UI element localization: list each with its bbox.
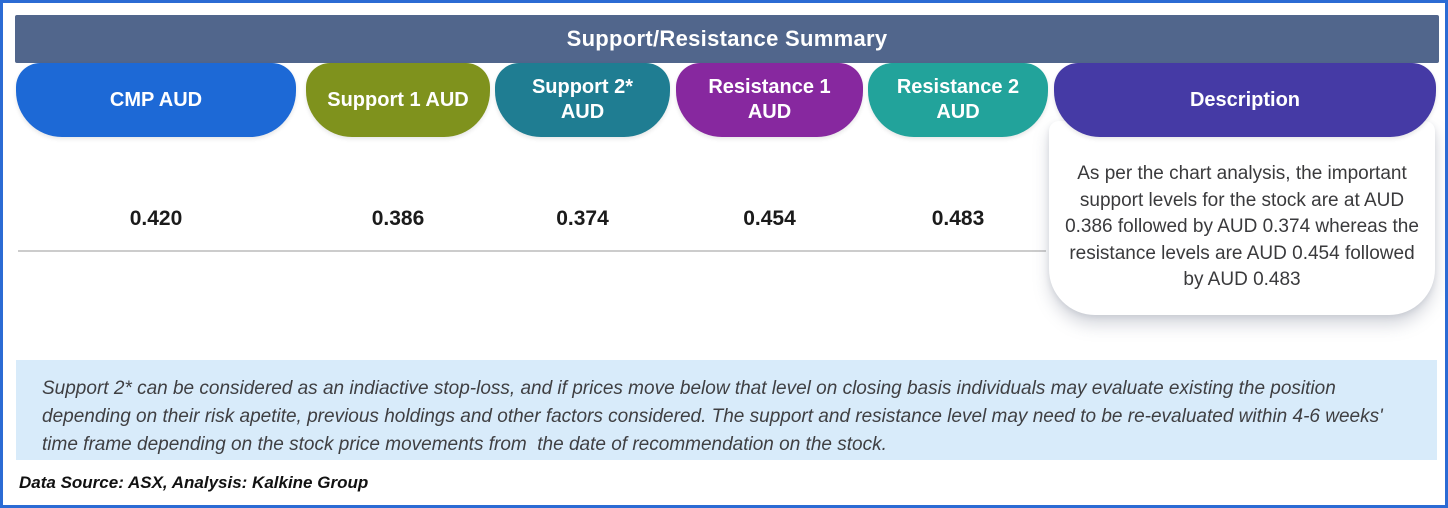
table-title: Support/Resistance Summary <box>566 26 888 51</box>
column-header-cmp: CMP AUD <box>16 63 296 137</box>
value-cell-cmp: 0.420 <box>129 207 183 230</box>
column-header-label: Resistance 2 AUD <box>896 76 1020 123</box>
footnote-text: Support 2* can be considered as an india… <box>42 378 1389 455</box>
column-header-support1: Support 1 AUD <box>306 63 490 137</box>
column-header-label: Support 1 AUD <box>327 88 469 111</box>
description-text: As per the chart analysis, the important… <box>1065 163 1419 290</box>
column-header-label: Resistance 1 AUD <box>708 76 831 123</box>
column-header-label: Support 2* AUD <box>531 76 634 123</box>
column-header-resistance2: Resistance 2 AUD <box>868 63 1048 137</box>
value-cell-resistance2: 0.483 <box>931 207 985 230</box>
column-header-label: Description <box>1189 88 1301 111</box>
value-cell-support2: 0.374 <box>556 207 609 230</box>
row-separator <box>18 250 1046 252</box>
value-cell-support1: 0.386 <box>371 207 425 230</box>
column-header-resistance1: Resistance 1 AUD <box>676 63 863 137</box>
column-header-support2: Support 2* AUD <box>495 63 670 137</box>
column-header-description: Description <box>1054 63 1436 137</box>
column-header-label: CMP AUD <box>109 88 203 111</box>
description-bubble: As per the chart analysis, the important… <box>1049 121 1435 315</box>
table-title-bar: Support/Resistance Summary <box>15 15 1439 63</box>
source-line: Data Source: ASX, Analysis: Kalkine Grou… <box>19 473 369 492</box>
footnote-box: Support 2* can be considered as an india… <box>16 360 1437 460</box>
value-cell-resistance1: 0.454 <box>743 207 796 230</box>
